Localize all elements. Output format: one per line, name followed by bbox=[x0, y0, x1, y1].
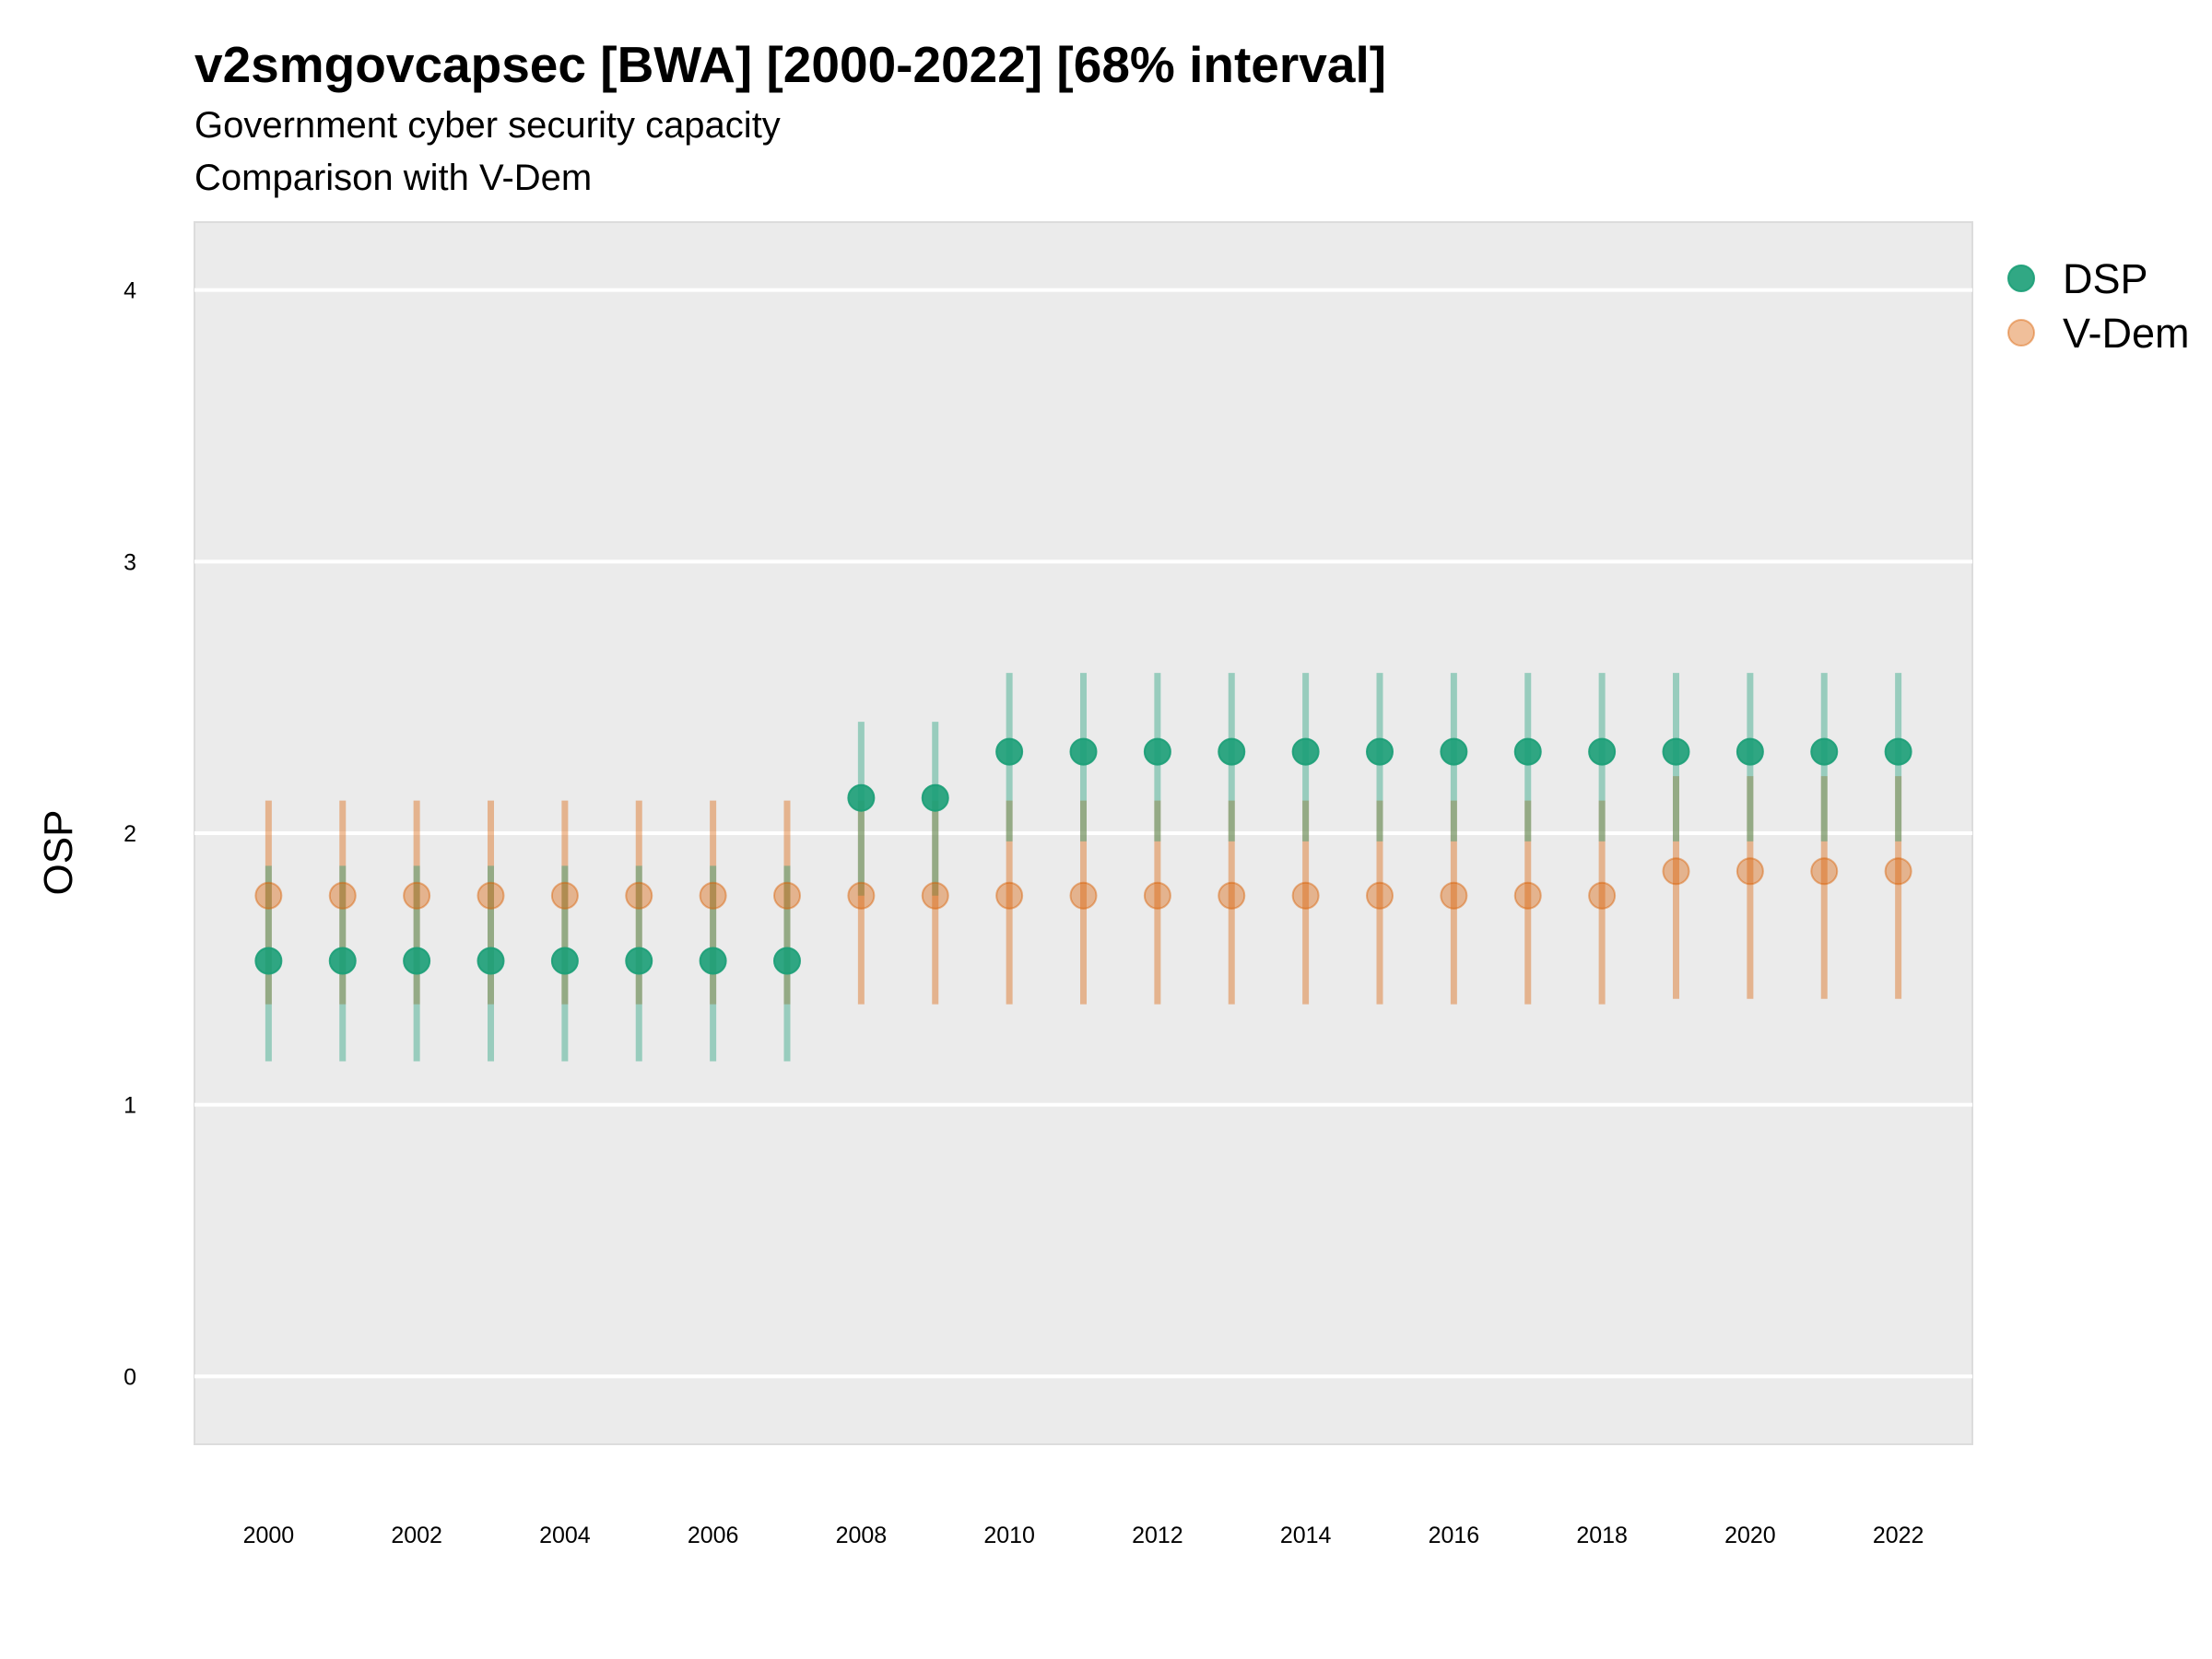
y-tick-label: 4 bbox=[124, 278, 136, 304]
data-point-dsp bbox=[1662, 737, 1690, 766]
legend-label-v-dem: V-Dem bbox=[2063, 310, 2190, 357]
data-point-v-dem bbox=[403, 881, 431, 910]
data-point-dsp bbox=[1810, 737, 1839, 766]
data-point-dsp bbox=[1884, 737, 1912, 766]
data-point-v-dem bbox=[1218, 881, 1246, 910]
gridlines bbox=[194, 288, 1972, 1379]
data-point-v-dem bbox=[254, 881, 283, 910]
data-point-dsp bbox=[921, 783, 949, 812]
data-point-v-dem bbox=[1588, 881, 1617, 910]
y-tick-label: 1 bbox=[124, 1093, 136, 1119]
data-point-v-dem bbox=[1513, 881, 1542, 910]
data-point-dsp bbox=[995, 737, 1024, 766]
data-point-dsp bbox=[1366, 737, 1394, 766]
data-point-dsp bbox=[1291, 737, 1320, 766]
data-point-v-dem bbox=[699, 881, 727, 910]
y-tick-label: 2 bbox=[124, 821, 136, 847]
data-point-v-dem bbox=[995, 881, 1024, 910]
data-point-dsp bbox=[1588, 737, 1617, 766]
data-point-dsp bbox=[1440, 737, 1468, 766]
x-axis: 2000 2002 2004 2006 2008 2010 2012 2014 2016 2018… bbox=[243, 1523, 1924, 1548]
x-tick-label: 2020 bbox=[1724, 1523, 1776, 1548]
x-tick-label: 2008 bbox=[836, 1523, 888, 1548]
x-tick-label: 2018 bbox=[1576, 1523, 1628, 1548]
data-point-v-dem bbox=[921, 881, 949, 910]
legend: DSP V-Dem bbox=[2007, 255, 2190, 357]
data-point-dsp bbox=[328, 947, 357, 975]
data-point-dsp bbox=[625, 947, 653, 975]
data-point-dsp bbox=[1735, 737, 1764, 766]
data-point-v-dem bbox=[1440, 881, 1468, 910]
chart-subtitle: Government cyber security capacity bbox=[194, 105, 781, 146]
data-point-dsp bbox=[477, 947, 505, 975]
x-tick-label: 2000 bbox=[243, 1523, 295, 1548]
data-point-v-dem bbox=[1662, 857, 1690, 886]
data-point-v-dem bbox=[1810, 857, 1839, 886]
legend-key-dsp bbox=[2007, 265, 2035, 292]
y-axis-title: OSP bbox=[36, 810, 81, 896]
data-point-dsp bbox=[403, 947, 431, 975]
data-point-dsp bbox=[550, 947, 579, 975]
chart-subtitle-comparison: Comparison with V-Dem bbox=[194, 158, 593, 198]
data-point-v-dem bbox=[773, 881, 801, 910]
data-point-dsp bbox=[773, 947, 801, 975]
data-point-dsp bbox=[847, 783, 876, 812]
data-point-dsp bbox=[1218, 737, 1246, 766]
data-point-v-dem bbox=[328, 881, 357, 910]
data-point-v-dem bbox=[1291, 881, 1320, 910]
data-point-v-dem bbox=[847, 881, 876, 910]
data-point-v-dem bbox=[1366, 881, 1394, 910]
y-tick-label: 3 bbox=[124, 549, 136, 575]
data-point-v-dem bbox=[1884, 857, 1912, 886]
data-point-v-dem bbox=[550, 881, 579, 910]
data-point-dsp bbox=[1143, 737, 1171, 766]
legend-key-v-dem bbox=[2007, 319, 2035, 347]
x-tick-label: 2022 bbox=[1873, 1523, 1924, 1548]
data-point-v-dem bbox=[625, 881, 653, 910]
x-tick-label: 2016 bbox=[1429, 1523, 1480, 1548]
y-axis: 0 1 2 3 4 bbox=[124, 278, 136, 1391]
x-tick-label: 2006 bbox=[688, 1523, 739, 1548]
data-point-v-dem bbox=[1735, 857, 1764, 886]
chart-title: v2smgovcapsec [BWA] [2000-2022] [68% int… bbox=[194, 36, 1387, 93]
x-tick-label: 2014 bbox=[1280, 1523, 1332, 1548]
legend-label-dsp: DSP bbox=[2063, 255, 2148, 302]
x-tick-label: 2012 bbox=[1132, 1523, 1183, 1548]
data-points bbox=[254, 737, 1912, 975]
x-tick-label: 2010 bbox=[983, 1523, 1035, 1548]
data-point-v-dem bbox=[477, 881, 505, 910]
y-tick-label: 0 bbox=[124, 1364, 136, 1390]
data-point-dsp bbox=[1069, 737, 1098, 766]
data-point-dsp bbox=[254, 947, 283, 975]
data-point-v-dem bbox=[1143, 881, 1171, 910]
data-point-v-dem bbox=[1069, 881, 1098, 910]
x-tick-label: 2004 bbox=[539, 1523, 591, 1548]
data-point-dsp bbox=[1513, 737, 1542, 766]
x-tick-label: 2002 bbox=[391, 1523, 442, 1548]
data-point-dsp bbox=[699, 947, 727, 975]
